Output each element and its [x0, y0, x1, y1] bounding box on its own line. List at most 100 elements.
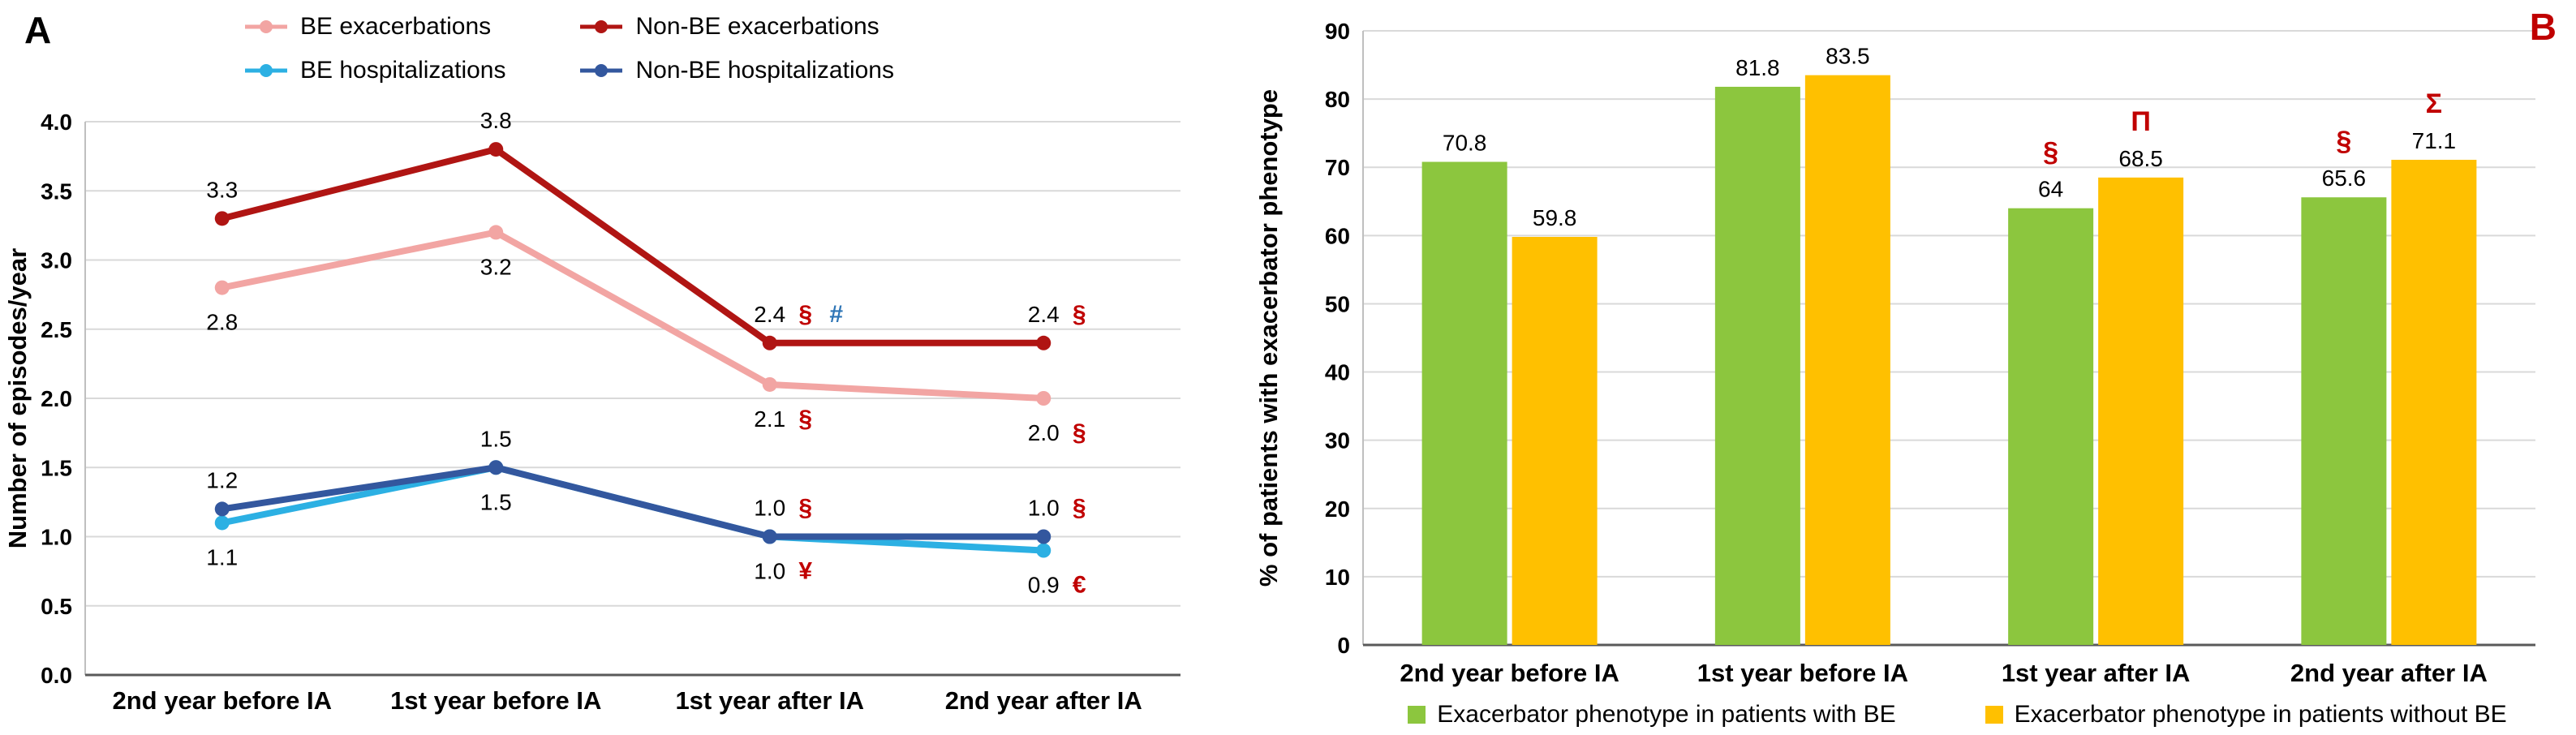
- legend-item-non-be-hospitalizations: Non-BE hospitalizations: [578, 57, 894, 84]
- annotation-mark: §: [798, 495, 812, 522]
- series-marker-be-exacerbations: [1036, 391, 1051, 406]
- legend-label: Non-BE exacerbations: [635, 13, 879, 40]
- legend-label: Exacerbator phenotype in patients with B…: [1437, 701, 1896, 728]
- y-tick-label: 3.0: [41, 248, 72, 273]
- legend-swatch-icon: [1985, 706, 2003, 724]
- data-label: 1.5: [480, 426, 512, 451]
- x-category-label: 2nd year before IA: [113, 686, 332, 715]
- series-line-non-be-hospitalizations: [218, 464, 1047, 540]
- data-label: 1.1: [206, 544, 238, 570]
- x-category-label: 1st year before IA: [1697, 659, 1908, 687]
- panel-a-label: A: [24, 9, 52, 51]
- legend-line-marker-icon: [245, 64, 287, 77]
- data-label: 1.5: [480, 489, 512, 514]
- y-tick-label: 1.0: [41, 525, 72, 550]
- legend-label: BE exacerbations: [300, 13, 492, 40]
- data-label: 68.5: [2118, 146, 2163, 171]
- y-tick-label: 0.0: [41, 663, 72, 688]
- annotation-mark: §: [1073, 419, 1086, 446]
- bar-exacerbator-phenotype-in-patients-with-be: [1421, 161, 1507, 645]
- y-tick-label: 0.5: [41, 594, 72, 619]
- x-category-label: 2nd year after IA: [2290, 659, 2488, 687]
- data-label: 81.8: [1735, 55, 1780, 80]
- bar-exacerbator-phenotype-in-patients-without-be: [1512, 237, 1598, 645]
- annotation-mark: ¥: [798, 558, 812, 585]
- annotation-mark: Σ: [2426, 88, 2442, 119]
- x-category-label: 1st year after IA: [2002, 659, 2191, 687]
- series-line-non-be-exacerbations: [218, 146, 1047, 346]
- legend-item-non-be-exacerbations: Non-BE exacerbations: [578, 13, 894, 41]
- bar-exacerbator-phenotype-in-patients-without-be: [2391, 159, 2477, 646]
- data-label: 71.1: [2412, 128, 2457, 153]
- x-category-label: 2nd year before IA: [1400, 659, 1619, 687]
- legend-item-be-hospitalizations: BE hospitalizations: [243, 57, 505, 84]
- y-tick-label: 90: [1325, 19, 1350, 44]
- series-marker-non-be-hospitalizations: [214, 501, 230, 517]
- data-label: 2.8: [206, 310, 238, 335]
- legend-line-marker-icon: [245, 20, 287, 33]
- y-tick-label: 2.5: [41, 317, 72, 342]
- data-label: 59.8: [1533, 205, 1577, 230]
- y-tick-label: 4.0: [41, 110, 72, 135]
- data-label: 70.8: [1443, 130, 1487, 155]
- data-label: 1.0: [1028, 496, 1060, 521]
- annotation-mark: §: [798, 406, 812, 432]
- panel-b-label: B: [2529, 6, 2557, 48]
- y-tick-label: 50: [1325, 291, 1350, 316]
- panel-b: B 0 10 20 30 40 50 60 70 80 90 2nd year before IA 1…: [1241, 0, 2576, 735]
- series-marker-be-hospitalizations: [1036, 543, 1051, 558]
- series-marker-be-exacerbations: [762, 376, 777, 392]
- annotation-mark: §: [2336, 126, 2351, 157]
- series-marker-non-be-hospitalizations: [1036, 529, 1051, 544]
- y-tick-label: 60: [1325, 223, 1350, 248]
- annotation-mark: §: [798, 301, 812, 328]
- y-tick-label: 70: [1325, 155, 1350, 180]
- data-label: 1.2: [206, 467, 238, 492]
- legend-line-marker-icon: [580, 20, 623, 33]
- data-label: 2.4: [754, 302, 785, 327]
- y-axis-title: Number of episodes/year: [3, 248, 32, 548]
- annotation-mark: §: [2043, 137, 2058, 168]
- series-marker-be-exacerbations: [214, 280, 230, 295]
- panel-a-legend: BE exacerbations Non-BE exacerbations BE…: [243, 13, 894, 84]
- y-tick-label: 30: [1325, 428, 1350, 453]
- legend-label: BE hospitalizations: [300, 57, 506, 84]
- data-label: 3.2: [480, 254, 512, 279]
- legend-item-be-exacerbations: BE exacerbations: [243, 13, 505, 41]
- bar-exacerbator-phenotype-in-patients-without-be: [1804, 75, 1890, 645]
- y-axis-title: % of patients with exacerbator phenotype: [1254, 89, 1283, 587]
- data-label: 64: [2038, 177, 2063, 202]
- x-category-label: 1st year before IA: [390, 686, 601, 715]
- bar-exacerbator-phenotype-in-patients-with-be: [2008, 208, 2094, 645]
- y-tick-label: 1.5: [41, 455, 72, 480]
- panel-a-chart: 0.0 0.5 1.0 1.5 2.0 2.5 3.0 3.5 4.0 2nd year befo…: [3, 108, 1180, 715]
- annotation-mark: #: [829, 301, 843, 328]
- y-tick-label: 3.5: [41, 178, 72, 204]
- data-label: 1.0: [754, 496, 785, 521]
- annotation-mark: Π: [2131, 106, 2151, 137]
- y-tick-label: 2.0: [41, 386, 72, 411]
- legend-line-marker-icon: [580, 64, 623, 77]
- legend-item-exacerbator-phenotype-in-patients-with-be: Exacerbator phenotype in patients with B…: [1408, 701, 1896, 729]
- y-tick-label: 20: [1325, 496, 1350, 522]
- y-tick-label: 40: [1325, 360, 1350, 385]
- series-marker-non-be-exacerbations: [762, 335, 777, 350]
- series-marker-non-be-hospitalizations: [762, 529, 777, 544]
- y-tick-label: 0: [1337, 633, 1350, 658]
- data-label: 2.0: [1028, 420, 1060, 445]
- legend-label: Non-BE hospitalizations: [635, 57, 894, 84]
- series-marker-be-exacerbations: [488, 225, 504, 240]
- series-marker-non-be-hospitalizations: [488, 460, 504, 475]
- legend-label: Exacerbator phenotype in patients withou…: [2014, 701, 2507, 728]
- panel-b-legend: Exacerbator phenotype in patients with B…: [1347, 701, 2568, 729]
- x-category-label: 2nd year after IA: [945, 686, 1142, 715]
- data-label: 3.8: [480, 108, 512, 133]
- data-label: 83.5: [1826, 44, 1870, 69]
- annotation-mark: §: [1073, 495, 1086, 522]
- bar-exacerbator-phenotype-in-patients-without-be: [2098, 177, 2184, 646]
- panel-b-chart: 0 10 20 30 40 50 60 70 80 90 2nd year before IA 1st…: [1254, 19, 2535, 687]
- legend-item-exacerbator-phenotype-in-patients-without-be: Exacerbator phenotype in patients withou…: [1985, 701, 2507, 729]
- annotation-mark: §: [1073, 301, 1086, 328]
- panel-a: A BE exacerbations Non-BE exacerbations …: [0, 0, 1241, 735]
